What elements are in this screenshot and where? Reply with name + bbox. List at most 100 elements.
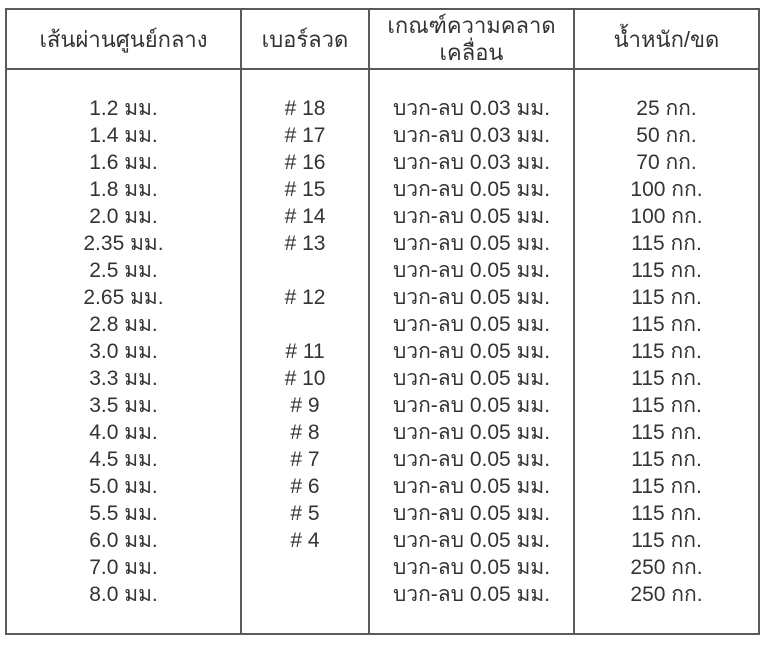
table-row: 1.2 มม. # 18 บวก-ลบ 0.03 มม. 25 กก. xyxy=(5,95,760,122)
cell-gauge: # 7 xyxy=(240,446,370,473)
header-diameter: เส้นผ่านศูนย์กลาง xyxy=(5,8,242,70)
cell-tolerance: บวก-ลบ 0.03 มม. xyxy=(368,122,575,149)
table-body: 1.2 มม. # 18 บวก-ลบ 0.03 มม. 25 กก. 1.4 มม. #… xyxy=(5,69,760,634)
cell-tolerance: บวก-ลบ 0.05 มม. xyxy=(368,554,575,581)
cell-tolerance: บวก-ลบ 0.05 มม. xyxy=(368,446,575,473)
table-row: 1.4 มม. # 17 บวก-ลบ 0.03 มม. 50 กก. xyxy=(5,122,760,149)
table-row: 3.0 มม. # 11 บวก-ลบ 0.05 มม. 115 กก. xyxy=(5,338,760,365)
header-tolerance: เกณฑ์ความคลาดเคลื่อน xyxy=(368,8,575,70)
cell-gauge: # 14 xyxy=(240,203,370,230)
cell-gauge xyxy=(240,311,370,338)
table-row: 7.0 มม. บวก-ลบ 0.05 มม. 250 กก. xyxy=(5,554,760,581)
spacer-cell xyxy=(368,69,575,95)
cell-gauge xyxy=(240,554,370,581)
cell-weight: 115 กก. xyxy=(573,446,760,473)
cell-gauge: # 12 xyxy=(240,284,370,311)
cell-weight: 115 กก. xyxy=(573,311,760,338)
cell-diameter: 5.0 มม. xyxy=(5,473,242,500)
cell-tolerance: บวก-ลบ 0.05 มม. xyxy=(368,473,575,500)
cell-tolerance: บวก-ลบ 0.05 มม. xyxy=(368,392,575,419)
spacer-cell xyxy=(5,69,242,95)
cell-weight: 115 กก. xyxy=(573,500,760,527)
cell-tolerance: บวก-ลบ 0.05 มม. xyxy=(368,257,575,284)
table-row: 1.8 มม. # 15 บวก-ลบ 0.05 มม. 100 กก. xyxy=(5,176,760,203)
cell-diameter: 1.6 มม. xyxy=(5,149,242,176)
cell-weight: 250 กก. xyxy=(573,554,760,581)
cell-diameter: 2.5 มม. xyxy=(5,257,242,284)
top-spacer-row xyxy=(5,69,760,95)
cell-gauge: # 9 xyxy=(240,392,370,419)
cell-weight: 70 กก. xyxy=(573,149,760,176)
cell-gauge: # 18 xyxy=(240,95,370,122)
cell-gauge: # 8 xyxy=(240,419,370,446)
cell-tolerance: บวก-ลบ 0.05 มม. xyxy=(368,284,575,311)
table-row: 2.8 มม. บวก-ลบ 0.05 มม. 115 กก. xyxy=(5,311,760,338)
wire-gauge-table: เส้นผ่านศูนย์กลาง เบอร์ลวด เกณฑ์ความคลาด… xyxy=(5,8,760,635)
spacer-cell xyxy=(573,69,760,95)
cell-diameter: 4.5 มม. xyxy=(5,446,242,473)
cell-tolerance: บวก-ลบ 0.05 มม. xyxy=(368,527,575,554)
table-row: 1.6 มม. # 16 บวก-ลบ 0.03 มม. 70 กก. xyxy=(5,149,760,176)
cell-diameter: 2.65 มม. xyxy=(5,284,242,311)
table-header: เส้นผ่านศูนย์กลาง เบอร์ลวด เกณฑ์ความคลาด… xyxy=(5,8,760,70)
cell-tolerance: บวก-ลบ 0.05 มม. xyxy=(368,203,575,230)
cell-gauge xyxy=(240,257,370,284)
cell-weight: 115 กก. xyxy=(573,419,760,446)
table-row: 6.0 มม. # 4 บวก-ลบ 0.05 มม. 115 กก. xyxy=(5,527,760,554)
cell-diameter: 7.0 มม. xyxy=(5,554,242,581)
cell-weight: 25 กก. xyxy=(573,95,760,122)
cell-diameter: 5.5 มม. xyxy=(5,500,242,527)
table-row: 5.0 มม. # 6 บวก-ลบ 0.05 มม. 115 กก. xyxy=(5,473,760,500)
cell-tolerance: บวก-ลบ 0.03 มม. xyxy=(368,149,575,176)
table-row: 4.0 มม. # 8 บวก-ลบ 0.05 มม. 115 กก. xyxy=(5,419,760,446)
cell-tolerance: บวก-ลบ 0.05 มม. xyxy=(368,365,575,392)
cell-diameter: 4.0 มม. xyxy=(5,419,242,446)
cell-tolerance: บวก-ลบ 0.05 มม. xyxy=(368,338,575,365)
cell-weight: 115 กก. xyxy=(573,338,760,365)
cell-tolerance: บวก-ลบ 0.05 มม. xyxy=(368,311,575,338)
spacer-cell xyxy=(573,608,760,634)
table-row: 5.5 มม. # 5 บวก-ลบ 0.05 มม. 115 กก. xyxy=(5,500,760,527)
cell-gauge: # 5 xyxy=(240,500,370,527)
table-row: 3.5 มม. # 9 บวก-ลบ 0.05 มม. 115 กก. xyxy=(5,392,760,419)
table-row: 2.65 มม. # 12 บวก-ลบ 0.05 มม. 115 กก. xyxy=(5,284,760,311)
cell-weight: 100 กก. xyxy=(573,203,760,230)
cell-weight: 50 กก. xyxy=(573,122,760,149)
bottom-spacer-row xyxy=(5,608,760,634)
cell-gauge: # 15 xyxy=(240,176,370,203)
table-row: 3.3 มม. # 10 บวก-ลบ 0.05 มม. 115 กก. xyxy=(5,365,760,392)
cell-gauge: # 10 xyxy=(240,365,370,392)
cell-gauge: # 6 xyxy=(240,473,370,500)
cell-weight: 250 กก. xyxy=(573,581,760,608)
table-row: 4.5 มม. # 7 บวก-ลบ 0.05 มม. 115 กก. xyxy=(5,446,760,473)
cell-diameter: 2.35 มม. xyxy=(5,230,242,257)
cell-tolerance: บวก-ลบ 0.03 มม. xyxy=(368,95,575,122)
cell-gauge: # 16 xyxy=(240,149,370,176)
spacer-cell xyxy=(5,608,242,634)
spacer-cell xyxy=(240,69,370,95)
table-row: 2.0 มม. # 14 บวก-ลบ 0.05 มม. 100 กก. xyxy=(5,203,760,230)
cell-weight: 115 กก. xyxy=(573,365,760,392)
cell-weight: 115 กก. xyxy=(573,257,760,284)
spacer-cell xyxy=(240,608,370,634)
cell-diameter: 3.0 มม. xyxy=(5,338,242,365)
cell-diameter: 2.0 มม. xyxy=(5,203,242,230)
cell-gauge: # 4 xyxy=(240,527,370,554)
cell-diameter: 3.3 มม. xyxy=(5,365,242,392)
cell-weight: 115 กก. xyxy=(573,527,760,554)
cell-gauge: # 13 xyxy=(240,230,370,257)
spacer-cell xyxy=(368,608,575,634)
cell-weight: 115 กก. xyxy=(573,473,760,500)
table-row: 2.35 มม. # 13 บวก-ลบ 0.05 มม. 115 กก. xyxy=(5,230,760,257)
cell-gauge: # 17 xyxy=(240,122,370,149)
cell-tolerance: บวก-ลบ 0.05 มม. xyxy=(368,581,575,608)
table-row: 8.0 มม. บวก-ลบ 0.05 มม. 250 กก. xyxy=(5,581,760,608)
cell-diameter: 1.4 มม. xyxy=(5,122,242,149)
cell-weight: 100 กก. xyxy=(573,176,760,203)
cell-gauge: # 11 xyxy=(240,338,370,365)
header-weight: น้ำหนัก/ขด xyxy=(573,8,760,70)
cell-weight: 115 กก. xyxy=(573,230,760,257)
cell-diameter: 1.2 มม. xyxy=(5,95,242,122)
cell-tolerance: บวก-ลบ 0.05 มม. xyxy=(368,419,575,446)
